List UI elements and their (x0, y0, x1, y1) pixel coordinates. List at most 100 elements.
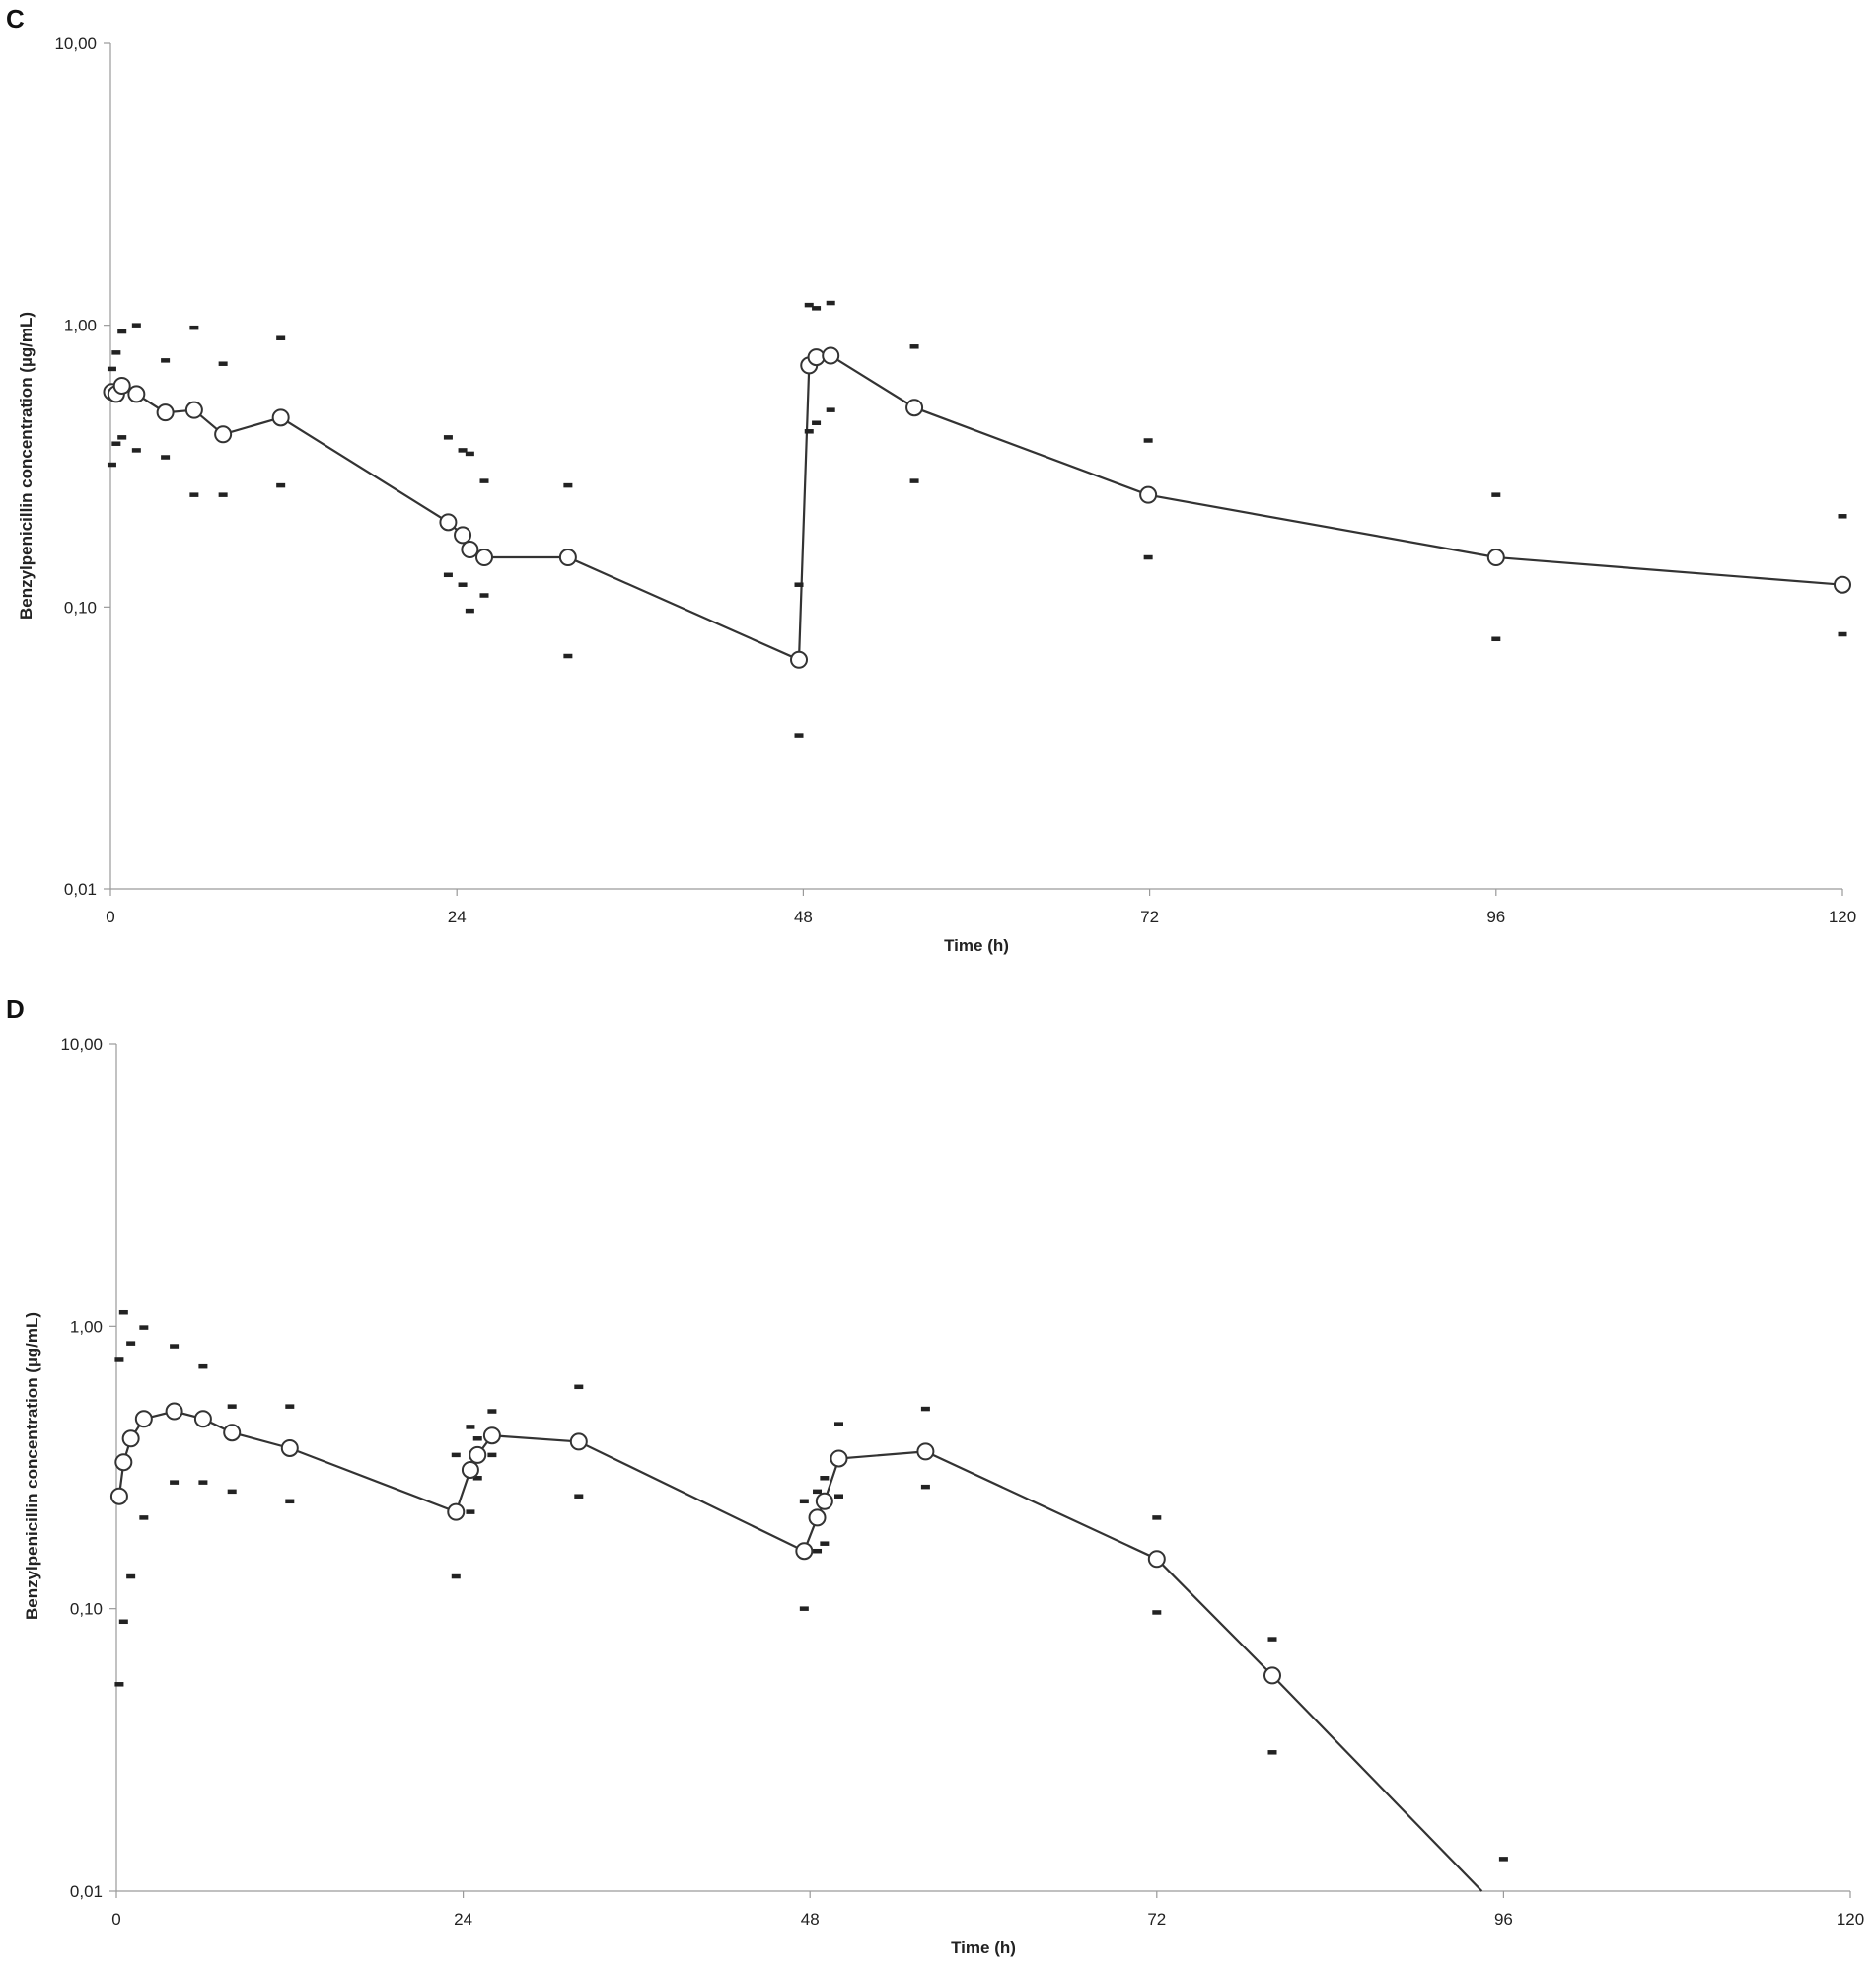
data-point (271, 408, 290, 427)
data-point (112, 376, 131, 395)
upper-bound-mark (1143, 438, 1153, 443)
data-point (916, 1442, 935, 1461)
upper-bound-mark (285, 1404, 295, 1409)
x-tick-label: 0 (111, 1910, 120, 1929)
upper-bound-mark (451, 1452, 461, 1458)
data-point (454, 526, 472, 545)
y-axis-title: Benzylpenicillin concentration (µg/mL) (17, 312, 36, 620)
upper-bound-mark (487, 1409, 497, 1414)
lower-bound-mark (826, 407, 835, 412)
x-tick-label: 120 (1837, 1910, 1864, 1929)
data-point (184, 401, 203, 419)
lower-bound-mark (170, 1480, 180, 1485)
plot-marks (109, 1309, 1508, 1892)
lower-bound-mark (804, 429, 814, 434)
lower-bound-mark (920, 1484, 930, 1490)
data-point (469, 1445, 487, 1464)
lower-bound-mark (820, 1541, 830, 1546)
data-point (280, 1438, 299, 1457)
data-point (1834, 575, 1851, 594)
y-tick-label: 0,01 (64, 880, 97, 899)
data-point (569, 1432, 588, 1451)
upper-bound-mark (276, 335, 286, 340)
lower-bound-mark (276, 482, 286, 488)
lower-bound-mark (1143, 554, 1153, 560)
lower-bound-mark (107, 462, 116, 468)
upper-bound-mark (563, 482, 573, 488)
plot-marks (103, 300, 1851, 738)
upper-bound-mark (794, 582, 804, 587)
lower-bound-mark (834, 1494, 843, 1499)
data-point (109, 1487, 128, 1505)
lower-bound-mark (574, 1494, 584, 1499)
lower-bound-mark (126, 1573, 136, 1579)
upper-bound-mark (799, 1499, 809, 1504)
upper-bound-mark (107, 366, 116, 372)
lower-bound-mark (794, 733, 804, 738)
data-point (558, 549, 577, 567)
lower-bound-mark (114, 1682, 124, 1687)
upper-bound-mark (218, 361, 228, 366)
x-axis-title: Time (h) (944, 936, 1009, 955)
data-point (830, 1449, 848, 1468)
x-tick-label: 24 (448, 908, 467, 926)
lower-bound-mark (1267, 1750, 1277, 1755)
data-point (461, 1460, 479, 1479)
upper-bound-mark (804, 302, 814, 308)
lower-bound-mark (118, 1619, 128, 1625)
upper-bound-mark (1267, 1637, 1277, 1642)
upper-bound-mark (909, 344, 919, 349)
upper-bound-mark (170, 1344, 180, 1349)
data-point (114, 1453, 133, 1472)
data-point (439, 513, 458, 532)
lower-bound-mark (813, 1548, 823, 1554)
data-point (905, 399, 924, 417)
upper-bound-mark (189, 325, 199, 330)
upper-bound-mark (813, 1489, 823, 1495)
upper-bound-mark (118, 1309, 128, 1315)
upper-bound-mark (161, 358, 171, 363)
x-tick-label: 96 (1494, 1910, 1513, 1929)
x-tick-label: 24 (454, 1910, 472, 1929)
data-point (121, 1429, 140, 1448)
data-point (475, 549, 494, 567)
upper-bound-mark (126, 1341, 136, 1346)
upper-bound-mark (139, 1325, 149, 1330)
data-point (482, 1426, 501, 1445)
upper-bound-mark (443, 435, 453, 440)
lower-bound-mark (472, 1476, 482, 1481)
y-tick-label: 10,00 (54, 35, 97, 53)
y-axis-title: Benzylpenicillin concentration (µg/mL) (23, 1312, 41, 1620)
data-point (193, 1410, 212, 1428)
x-axis-title: Time (h) (951, 1938, 1016, 1957)
x-tick-label: 48 (794, 908, 813, 926)
lower-bound-mark (1838, 631, 1847, 637)
x-ticks: 0 24 48 72 96 120 (106, 889, 1856, 926)
lower-bound-mark (443, 572, 453, 578)
lower-bound-mark (465, 608, 474, 614)
x-tick-label: 0 (106, 908, 114, 926)
x-ticks: 0 24 48 72 96 120 (111, 1891, 1864, 1929)
lower-bound-mark (451, 1573, 461, 1579)
upper-bound-mark (114, 1357, 124, 1362)
lower-bound-mark (285, 1499, 295, 1504)
upper-bound-mark (111, 350, 121, 355)
y-tick-label: 0,01 (70, 1882, 103, 1901)
lower-bound-mark (161, 455, 171, 460)
x-tick-label: 96 (1486, 908, 1505, 926)
lower-bound-mark (799, 1606, 809, 1611)
upper-bound-mark (1491, 492, 1501, 497)
lower-bound-mark (487, 1452, 497, 1458)
data-point (156, 403, 175, 422)
upper-bound-mark (198, 1363, 208, 1369)
upper-bound-mark (131, 323, 141, 328)
lower-bound-mark (111, 441, 121, 446)
lower-bound-mark (479, 593, 489, 598)
upper-bound-mark (479, 478, 489, 483)
upper-bound-mark (834, 1422, 843, 1426)
upper-bound-mark (458, 448, 468, 453)
series-line (117, 1410, 1483, 1892)
series-line (111, 354, 1843, 662)
y-tick-label: 0,10 (64, 598, 97, 617)
